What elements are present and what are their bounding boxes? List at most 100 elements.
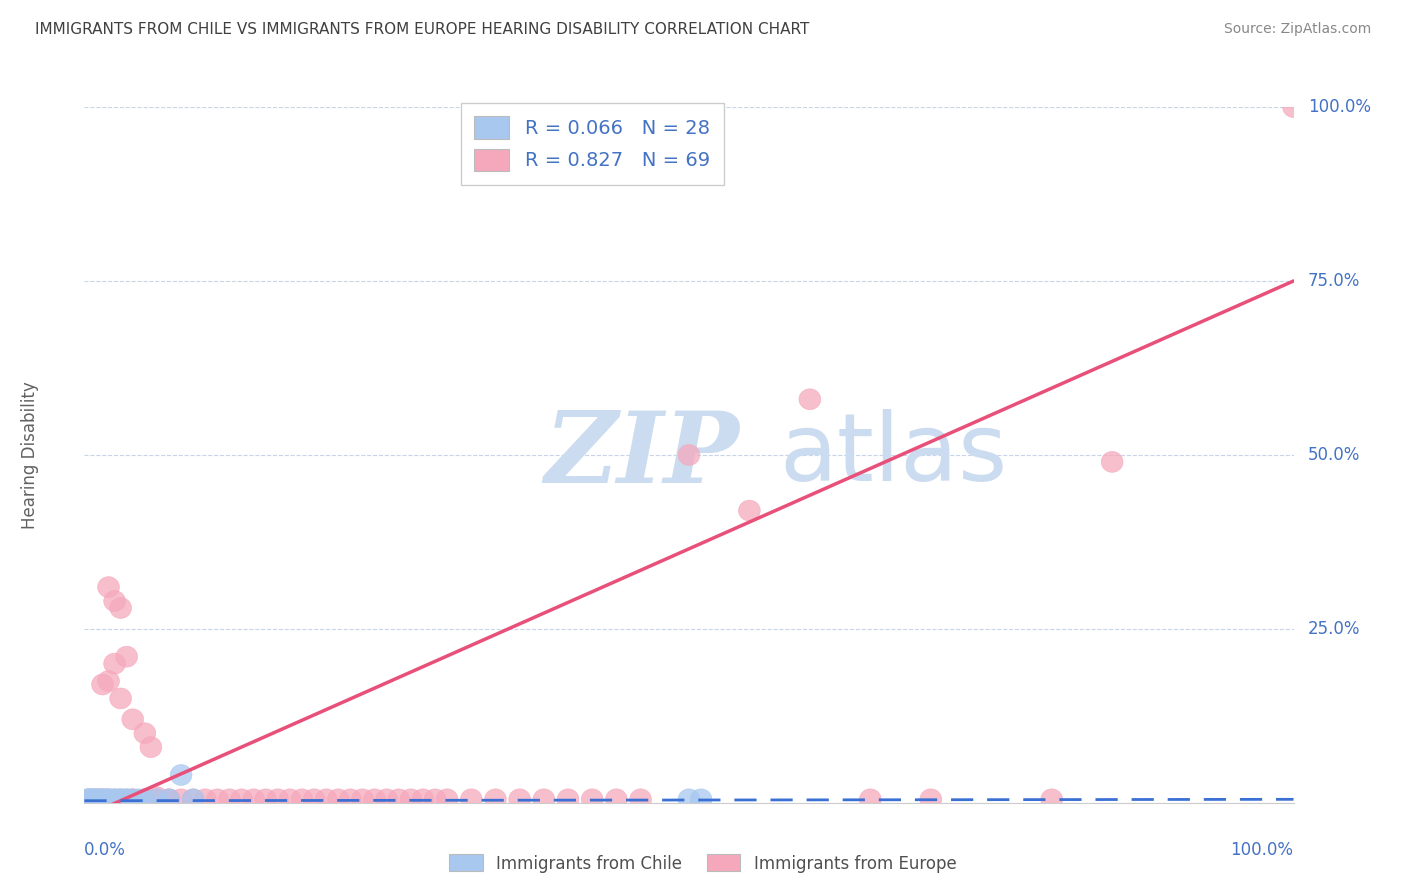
Ellipse shape	[97, 671, 120, 691]
Ellipse shape	[97, 789, 120, 810]
Ellipse shape	[96, 789, 117, 810]
Ellipse shape	[352, 789, 374, 810]
Ellipse shape	[84, 789, 105, 810]
Ellipse shape	[82, 789, 104, 810]
Ellipse shape	[291, 789, 314, 810]
Ellipse shape	[83, 789, 105, 810]
Ellipse shape	[678, 444, 700, 466]
Ellipse shape	[606, 789, 627, 810]
Ellipse shape	[134, 789, 156, 810]
Text: 100.0%: 100.0%	[1308, 98, 1371, 116]
Ellipse shape	[115, 789, 138, 810]
Ellipse shape	[509, 789, 530, 810]
Ellipse shape	[630, 789, 651, 810]
Text: IMMIGRANTS FROM CHILE VS IMMIGRANTS FROM EUROPE HEARING DISABILITY CORRELATION C: IMMIGRANTS FROM CHILE VS IMMIGRANTS FROM…	[35, 22, 810, 37]
Ellipse shape	[194, 789, 217, 810]
Ellipse shape	[86, 789, 107, 810]
Ellipse shape	[278, 789, 301, 810]
Ellipse shape	[100, 789, 122, 810]
Ellipse shape	[80, 789, 101, 810]
Ellipse shape	[375, 789, 398, 810]
Text: Source: ZipAtlas.com: Source: ZipAtlas.com	[1223, 22, 1371, 37]
Ellipse shape	[170, 789, 193, 810]
Ellipse shape	[122, 789, 143, 810]
Ellipse shape	[122, 789, 143, 810]
Ellipse shape	[412, 789, 434, 810]
Ellipse shape	[581, 789, 603, 810]
Text: 0.0%: 0.0%	[84, 841, 127, 859]
Text: 25.0%: 25.0%	[1308, 620, 1361, 638]
Ellipse shape	[91, 789, 114, 810]
Ellipse shape	[146, 787, 167, 807]
Ellipse shape	[460, 789, 482, 810]
Ellipse shape	[218, 789, 240, 810]
Ellipse shape	[183, 789, 204, 810]
Ellipse shape	[80, 789, 101, 810]
Ellipse shape	[207, 789, 228, 810]
Ellipse shape	[690, 789, 711, 810]
Ellipse shape	[110, 789, 132, 810]
Ellipse shape	[157, 789, 180, 810]
Ellipse shape	[91, 674, 114, 695]
Ellipse shape	[97, 789, 120, 810]
Ellipse shape	[557, 789, 579, 810]
Ellipse shape	[170, 764, 193, 786]
Ellipse shape	[267, 789, 288, 810]
Ellipse shape	[122, 789, 143, 810]
Ellipse shape	[364, 789, 385, 810]
Ellipse shape	[89, 789, 111, 810]
Ellipse shape	[104, 789, 125, 810]
Ellipse shape	[128, 789, 149, 810]
Ellipse shape	[97, 577, 120, 598]
Ellipse shape	[157, 789, 180, 810]
Ellipse shape	[110, 789, 132, 810]
Legend: Immigrants from Chile, Immigrants from Europe: Immigrants from Chile, Immigrants from E…	[443, 847, 963, 880]
Ellipse shape	[93, 789, 115, 810]
Ellipse shape	[304, 789, 325, 810]
Ellipse shape	[83, 789, 105, 810]
Ellipse shape	[134, 789, 156, 810]
Ellipse shape	[89, 789, 110, 810]
Ellipse shape	[86, 789, 107, 810]
Legend: R = 0.066   N = 28, R = 0.827   N = 69: R = 0.066 N = 28, R = 0.827 N = 69	[461, 103, 724, 185]
Ellipse shape	[388, 789, 409, 810]
Ellipse shape	[134, 723, 156, 744]
Ellipse shape	[146, 789, 167, 810]
Ellipse shape	[77, 789, 98, 810]
Ellipse shape	[920, 789, 942, 810]
Ellipse shape	[90, 789, 112, 810]
Ellipse shape	[122, 709, 143, 730]
Ellipse shape	[533, 789, 555, 810]
Ellipse shape	[738, 500, 761, 521]
Ellipse shape	[110, 598, 132, 618]
Ellipse shape	[157, 789, 180, 810]
Text: Hearing Disability: Hearing Disability	[21, 381, 39, 529]
Ellipse shape	[339, 789, 361, 810]
Ellipse shape	[243, 789, 264, 810]
Text: 75.0%: 75.0%	[1308, 272, 1361, 290]
Ellipse shape	[436, 789, 458, 810]
Text: 50.0%: 50.0%	[1308, 446, 1361, 464]
Ellipse shape	[1101, 451, 1123, 473]
Ellipse shape	[183, 789, 204, 810]
Ellipse shape	[146, 789, 167, 810]
Ellipse shape	[328, 789, 349, 810]
Ellipse shape	[315, 789, 337, 810]
Ellipse shape	[425, 789, 446, 810]
Ellipse shape	[96, 789, 117, 810]
Ellipse shape	[799, 389, 821, 409]
Ellipse shape	[485, 789, 506, 810]
Ellipse shape	[231, 789, 253, 810]
Ellipse shape	[110, 688, 132, 709]
Ellipse shape	[91, 789, 114, 810]
Ellipse shape	[104, 591, 125, 612]
Text: ZIP: ZIP	[544, 407, 738, 503]
Ellipse shape	[104, 789, 125, 810]
Text: 100.0%: 100.0%	[1230, 841, 1294, 859]
Ellipse shape	[115, 646, 138, 667]
Ellipse shape	[77, 789, 98, 810]
Ellipse shape	[117, 789, 139, 810]
Ellipse shape	[134, 789, 156, 810]
Ellipse shape	[254, 789, 277, 810]
Ellipse shape	[114, 789, 135, 810]
